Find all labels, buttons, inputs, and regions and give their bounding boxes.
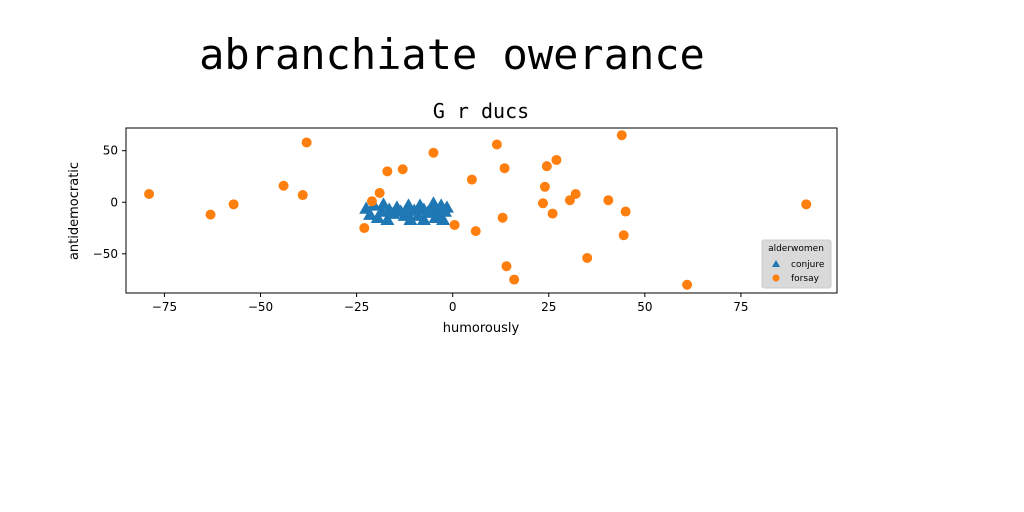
x-axis-label: humorously (443, 321, 520, 336)
legend-label-forsay: forsay (791, 274, 820, 284)
point-conjure (416, 212, 431, 226)
point-forsay (470, 226, 481, 237)
point-conjure (436, 212, 451, 226)
x-tick-label: 50 (637, 300, 652, 314)
point-forsay (801, 199, 812, 210)
point-forsay (449, 219, 460, 230)
point-conjure (403, 212, 418, 226)
point-forsay (616, 130, 627, 141)
point-conjure (380, 212, 395, 226)
point-forsay (278, 180, 289, 191)
point-forsay (374, 187, 385, 198)
point-forsay (499, 163, 510, 174)
y-axis: −50 0 50 (93, 144, 126, 261)
point-forsay (491, 139, 502, 150)
legend-title: alderwomen (768, 244, 824, 254)
point-forsay (551, 154, 562, 165)
point-forsay (428, 147, 439, 158)
point-forsay (297, 190, 308, 201)
legend: alderwomen conjure forsay (761, 239, 832, 289)
figure-suptitle: abranchiate owerance (199, 30, 705, 79)
legend-box (761, 239, 832, 289)
point-forsay (497, 212, 508, 223)
point-forsay (366, 196, 377, 207)
point-forsay (570, 189, 581, 199)
y-tick-label: 0 (110, 195, 118, 209)
point-forsay (682, 279, 693, 290)
legend-marker-conjure (772, 260, 780, 267)
point-conjure (416, 202, 431, 215)
y-tick-label: 50 (103, 144, 118, 158)
legend-label-conjure: conjure (791, 260, 825, 270)
point-conjure (363, 207, 378, 220)
point-forsay (144, 189, 155, 199)
legend-marker-forsay (772, 274, 780, 282)
x-tick-label: −25 (344, 300, 369, 314)
point-forsay (537, 198, 548, 209)
plot-area (125, 127, 838, 294)
point-forsay (466, 174, 477, 185)
point-forsay (620, 206, 631, 217)
point-forsay (205, 209, 216, 220)
chart-title: G r ducs (433, 99, 529, 123)
point-forsay (603, 195, 614, 206)
point-forsay (539, 181, 550, 192)
x-tick-label: 0 (449, 300, 457, 314)
x-tick-label: 75 (733, 300, 748, 314)
point-conjure (370, 210, 385, 223)
point-forsay (618, 230, 629, 241)
x-axis: −75 −50 −25 0 25 50 75 (152, 293, 749, 314)
point-forsay (547, 208, 558, 219)
point-forsay (541, 161, 552, 172)
point-forsay (501, 261, 512, 272)
y-axis-label: antidemocratic (67, 162, 82, 260)
y-tick-label: −50 (93, 247, 118, 261)
x-tick-label: −75 (152, 300, 177, 314)
point-conjure (439, 200, 454, 213)
point-forsay (382, 166, 393, 177)
point-forsay (509, 274, 520, 285)
x-tick-label: 25 (541, 300, 556, 314)
x-tick-label: −50 (248, 300, 273, 314)
point-forsay (359, 223, 370, 234)
point-conjure (399, 204, 414, 217)
point-forsay (301, 137, 312, 148)
data-points (144, 130, 812, 290)
point-forsay (582, 252, 593, 263)
point-forsay (228, 199, 239, 210)
point-forsay (397, 164, 408, 175)
